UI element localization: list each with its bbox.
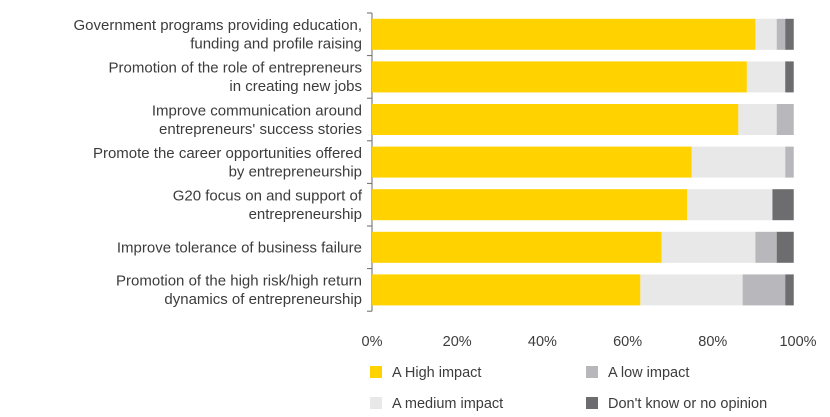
bar-segment [372,61,747,93]
x-tick-label: 80% [698,334,727,350]
category-label-line: entrepreneurship [249,206,362,223]
bar-segment [687,189,773,221]
bar-segment [776,18,786,50]
category-label-line: in creating new jobs [229,78,362,95]
x-tick-label: 20% [443,334,472,350]
bar-segment [372,104,739,135]
x-tick-labels: 0% 20% 40% 60% 80% 100% [362,334,817,350]
bar-segment [785,18,794,50]
category-label-line: Promote the career opportunities offered [93,145,362,162]
legend-label: A medium impact [392,396,503,412]
x-tick-label: 40% [528,334,557,350]
x-tick-label: 0% [362,334,383,350]
bar-segment [776,231,794,263]
bar-segment [776,104,794,135]
x-tick-label: 60% [613,334,642,350]
legend-label: A low impact [608,365,689,381]
bar-segment [661,231,756,263]
category-label-line: Promotion of the role of entrepreneurs [109,60,362,77]
legend-label: A High impact [392,365,481,381]
category-label: Improve tolerance of business failure [117,239,362,256]
bar-segment [691,146,786,178]
bar-segment [372,146,692,178]
bar-segment [372,231,662,263]
legend-swatch [586,397,598,409]
bar-segment [755,18,777,50]
category-label-line: funding and profile raising [190,36,362,53]
bar-segment [372,274,641,306]
bar-segment [785,61,794,93]
category-label: Government programs providing education,… [74,17,363,53]
category-label: G20 focus on and support of entrepreneurs… [173,187,363,223]
legend-label: Don't know or no opinion [608,396,767,412]
bar-segment [640,274,743,306]
axes [367,12,373,312]
x-tick-label: 100% [779,334,816,350]
category-label-line: dynamics of entrepreneurship [164,291,362,308]
bar-segment [772,189,794,221]
category-label-line: by entrepreneurship [229,163,362,180]
category-label-line: Improve communication around [152,102,362,119]
category-label: Promotion of the role of entrepreneurs in… [109,60,362,96]
bar-segment [742,274,786,306]
category-label-line: G20 focus on and support of [173,187,363,204]
bar-segment [372,189,688,221]
category-labels: Government programs providing education,… [74,17,363,308]
legend-swatch [370,397,382,409]
category-label: Promotion of the high risk/high return dy… [116,273,362,309]
category-label-line: Promotion of the high risk/high return [116,273,362,290]
category-label-line: Government programs providing education, [74,17,363,34]
legend-swatch [370,366,382,378]
category-label-line: Improve tolerance of business failure [117,239,362,256]
category-label-line: entrepreneurs' success stories [159,121,362,138]
category-label: Improve communication around entrepreneur… [152,102,362,138]
bar-segment [738,104,777,135]
bar-segment [785,274,794,306]
bars [372,18,794,306]
bar-segment [746,61,786,93]
bar-segment [785,146,794,178]
legend-swatch [586,366,598,378]
legend: A High impact A medium impact A low impact… [370,365,767,412]
bar-segment [755,231,777,263]
bar-segment [372,18,756,50]
category-label: Promote the career opportunities offered… [93,145,362,181]
